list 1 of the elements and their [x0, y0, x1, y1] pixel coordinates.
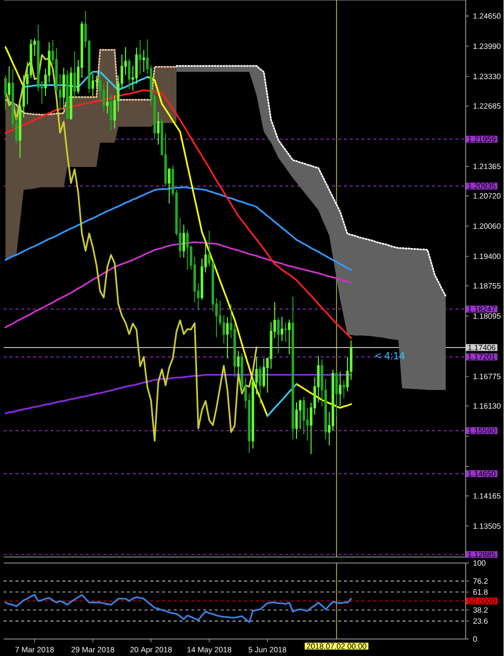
- annotation: < 4:14: [376, 352, 405, 360]
